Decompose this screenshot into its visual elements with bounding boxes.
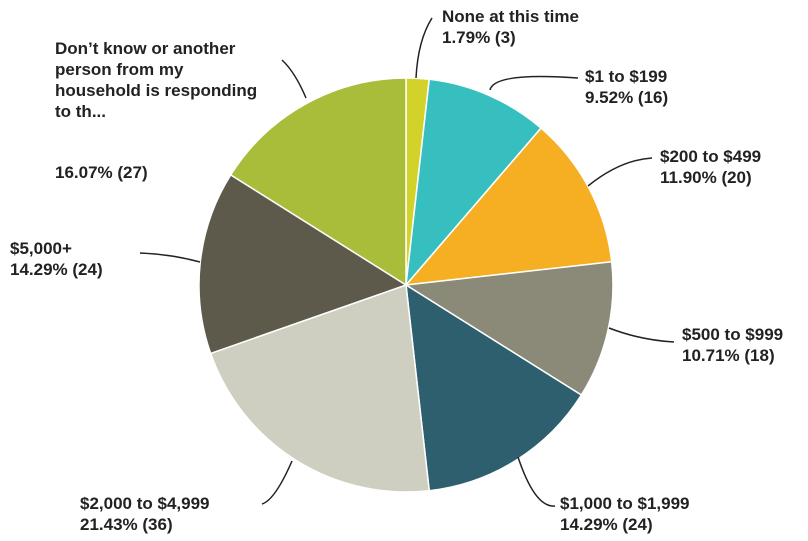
slice-value-label: 16.07% (27) bbox=[55, 163, 148, 182]
slice-name: Don’t know or another person from my hou… bbox=[55, 39, 258, 121]
slice-value-label: 14.29% (24) bbox=[560, 515, 653, 534]
leader-line bbox=[261, 460, 293, 505]
slice-value-label: 10.71% (18) bbox=[682, 346, 775, 365]
pie-slice bbox=[198, 173, 408, 355]
slice-label: $1 to $199 9.52% (16) bbox=[585, 66, 668, 108]
pie-slice bbox=[403, 260, 614, 397]
pie-slice bbox=[405, 283, 583, 492]
slice-label: $5,000+ 14.29% (24) bbox=[10, 238, 103, 280]
pie-slice bbox=[404, 127, 613, 286]
slice-name: $200 to $499 bbox=[660, 147, 762, 166]
slice-label: $2,000 to $4,999 21.43% (36) bbox=[80, 493, 209, 535]
slice-label: None at this time 1.79% (3) bbox=[442, 6, 579, 48]
leader-line bbox=[608, 327, 675, 343]
pie-slice bbox=[229, 77, 407, 287]
slice-name: $1 to $199 bbox=[585, 67, 668, 86]
slice-name: $1,000 to $1,999 bbox=[560, 494, 690, 513]
slice-value-label: 9.52% (16) bbox=[585, 88, 669, 107]
pie-slice bbox=[404, 78, 543, 288]
slice-name: None at this time bbox=[442, 7, 579, 26]
leader-line bbox=[587, 157, 653, 187]
pie-slice bbox=[209, 283, 431, 493]
slice-name: $2,000 to $4,999 bbox=[80, 494, 210, 513]
slice-value-label: 11.90% (20) bbox=[660, 168, 752, 187]
slice-name: $5,000+ bbox=[10, 239, 72, 258]
slice-label: $1,000 to $1,999 14.29% (24) bbox=[560, 493, 689, 535]
slice-value-label: 21.43% (36) bbox=[80, 515, 173, 534]
slice-name: $500 to $999 bbox=[682, 325, 784, 344]
leader-line bbox=[489, 75, 579, 91]
slice-value-label: 14.29% (24) bbox=[10, 260, 103, 279]
slice-value-label: 1.79% (3) bbox=[442, 28, 516, 47]
leader-line bbox=[281, 59, 307, 99]
leader-line bbox=[139, 252, 201, 263]
slice-label: Don’t know or another person from my hou… bbox=[55, 38, 270, 122]
slice-label: $200 to $499 11.90% (20) bbox=[660, 146, 761, 188]
slice-label: $500 to $999 10.71% (18) bbox=[682, 324, 783, 366]
leader-line bbox=[517, 456, 556, 507]
leader-line bbox=[415, 17, 433, 79]
